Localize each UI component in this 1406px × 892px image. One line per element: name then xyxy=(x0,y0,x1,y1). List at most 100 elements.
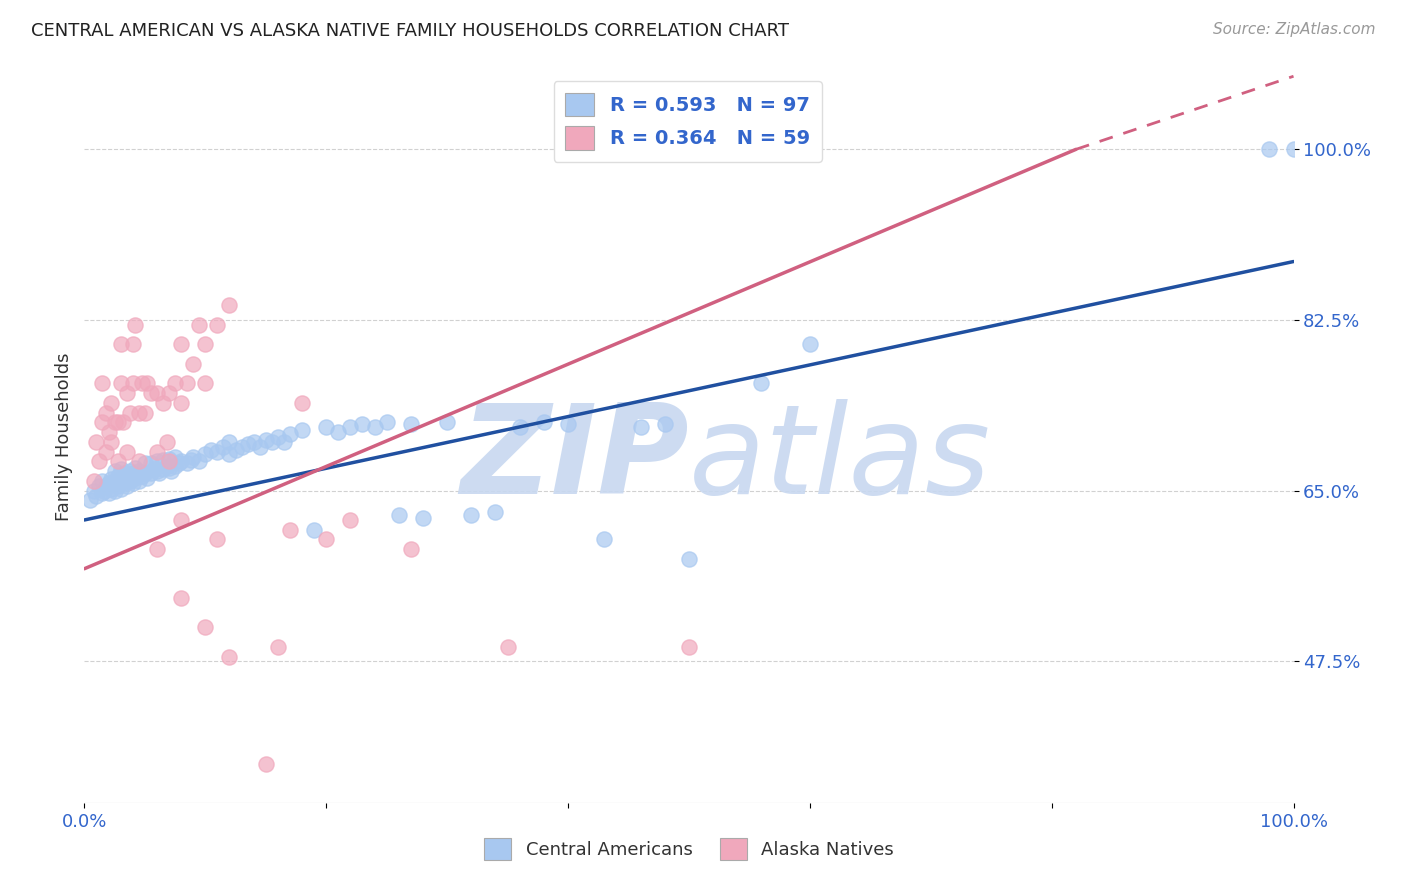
Point xyxy=(100,472,122,486)
Point xyxy=(170,454,193,468)
Point xyxy=(146,454,169,468)
Point xyxy=(136,376,159,391)
Point xyxy=(167,457,190,471)
Point xyxy=(136,471,159,485)
Point xyxy=(152,396,174,410)
Point xyxy=(134,466,156,480)
Point xyxy=(225,442,247,457)
Point xyxy=(120,464,142,478)
Point xyxy=(121,475,143,490)
Point xyxy=(165,459,187,474)
Point xyxy=(94,479,117,493)
Point xyxy=(207,444,229,458)
Point xyxy=(104,416,127,430)
Point xyxy=(94,406,117,420)
Point xyxy=(121,376,143,391)
Point xyxy=(124,471,146,485)
Point xyxy=(363,420,385,434)
Point xyxy=(93,483,115,498)
Point xyxy=(496,640,519,654)
Point xyxy=(110,472,132,486)
Point xyxy=(799,337,821,351)
Point xyxy=(121,337,143,351)
Point xyxy=(115,444,138,458)
Point xyxy=(509,420,531,434)
Point xyxy=(124,461,146,475)
Point xyxy=(146,464,169,478)
Point xyxy=(278,427,301,442)
Point xyxy=(260,434,283,449)
Point xyxy=(176,376,198,391)
Point xyxy=(124,318,146,332)
Point xyxy=(267,430,290,444)
Point xyxy=(86,489,108,503)
Point xyxy=(134,457,156,471)
Point xyxy=(352,417,374,432)
Point xyxy=(128,474,150,488)
Point xyxy=(557,417,579,432)
Point xyxy=(212,440,235,454)
Point xyxy=(339,513,361,527)
Point xyxy=(207,318,229,332)
Point xyxy=(160,464,183,478)
Point xyxy=(91,474,114,488)
Point xyxy=(218,649,240,664)
Point xyxy=(157,386,180,401)
Point xyxy=(100,434,122,449)
Point xyxy=(249,440,271,454)
Point xyxy=(107,479,129,493)
Point xyxy=(176,457,198,471)
Point xyxy=(97,475,120,490)
Point xyxy=(110,337,132,351)
Point xyxy=(86,434,108,449)
Point xyxy=(87,454,110,468)
Point xyxy=(115,469,138,483)
Point xyxy=(278,523,301,537)
Point xyxy=(79,493,101,508)
Point xyxy=(242,434,264,449)
Point xyxy=(146,542,169,557)
Point xyxy=(83,483,105,498)
Point xyxy=(291,423,314,437)
Point xyxy=(170,396,193,410)
Point xyxy=(131,469,153,483)
Point xyxy=(107,469,129,483)
Point xyxy=(115,386,138,401)
Point xyxy=(134,406,156,420)
Point xyxy=(139,386,162,401)
Point xyxy=(115,479,138,493)
Point xyxy=(110,376,132,391)
Point xyxy=(231,440,253,454)
Point xyxy=(107,416,129,430)
Point xyxy=(157,454,180,468)
Legend: Central Americans, Alaska Natives: Central Americans, Alaska Natives xyxy=(477,830,901,867)
Point xyxy=(751,376,773,391)
Point xyxy=(87,479,110,493)
Point xyxy=(436,416,458,430)
Point xyxy=(412,511,434,525)
Point xyxy=(146,386,169,401)
Point xyxy=(131,376,153,391)
Point xyxy=(194,447,217,461)
Point xyxy=(170,337,193,351)
Point xyxy=(157,461,180,475)
Text: ZIP: ZIP xyxy=(460,399,689,519)
Point xyxy=(194,376,217,391)
Point xyxy=(194,337,217,351)
Point xyxy=(110,462,132,476)
Point xyxy=(104,483,127,498)
Point xyxy=(97,425,120,440)
Point xyxy=(104,464,127,478)
Point xyxy=(139,466,162,480)
Point xyxy=(165,450,187,464)
Point xyxy=(94,444,117,458)
Point xyxy=(120,406,142,420)
Point xyxy=(460,508,482,522)
Point xyxy=(170,513,193,527)
Point xyxy=(388,508,411,522)
Point xyxy=(121,466,143,480)
Point xyxy=(533,416,555,430)
Point xyxy=(170,591,193,605)
Point xyxy=(188,454,211,468)
Point xyxy=(112,416,135,430)
